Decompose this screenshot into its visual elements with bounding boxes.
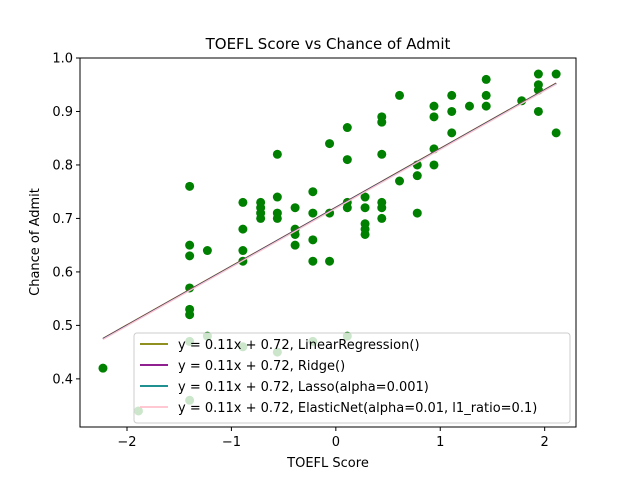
data-point (342, 123, 352, 133)
data-point (238, 224, 248, 234)
data-point (360, 192, 370, 202)
x-tick-label: 1 (436, 435, 444, 450)
data-point (256, 213, 266, 223)
data-point (551, 69, 561, 79)
y-tick-label: 0.6 (52, 265, 73, 280)
y-tick-label: 0.9 (52, 105, 73, 120)
regression-line (102, 83, 557, 341)
legend-entry: y = 0.11x + 0.72, LinearRegression() (178, 338, 420, 353)
y-tick-label: 0.8 (52, 158, 73, 173)
data-point (533, 106, 543, 116)
data-point (325, 256, 335, 266)
data-point (447, 106, 457, 116)
data-point (238, 246, 248, 256)
data-point (481, 90, 491, 100)
data-point (308, 256, 318, 266)
x-tick-label: 0 (332, 435, 340, 450)
data-point (342, 203, 352, 213)
data-point (447, 128, 457, 138)
data-point (395, 176, 405, 186)
y-tick-label: 0.5 (52, 319, 73, 334)
legend-entry: y = 0.11x + 0.72, ElasticNet(alpha=0.01,… (178, 401, 537, 416)
data-point (429, 112, 439, 122)
data-point (481, 101, 491, 111)
data-point (185, 310, 195, 320)
data-point (290, 203, 300, 213)
data-point (377, 213, 387, 223)
legend: y = 0.11x + 0.72, LinearRegression() y = … (133, 332, 571, 424)
chart-title: TOEFL Score vs Chance of Admit (205, 35, 451, 53)
data-point (447, 90, 457, 100)
x-tick-label: −2 (117, 435, 136, 450)
data-point (429, 101, 439, 111)
data-point (395, 90, 405, 100)
data-point (185, 181, 195, 191)
data-point (429, 160, 439, 170)
data-point (360, 229, 370, 239)
plot-frame (79, 57, 577, 428)
data-point (272, 192, 282, 202)
data-point (272, 213, 282, 223)
axis-ticks: −2 −1 0 1 2 0.4 0.5 0.6 0.7 0.8 0.9 1.0 (52, 52, 549, 451)
data-point (202, 246, 212, 256)
data-point (98, 363, 108, 373)
data-point (185, 251, 195, 261)
data-point (185, 240, 195, 250)
y-tick-label: 1.0 (52, 52, 73, 67)
data-point (412, 171, 422, 181)
legend-entry: y = 0.11x + 0.72, Lasso(alpha=0.001) (178, 380, 429, 395)
data-point (377, 149, 387, 159)
x-tick-label: 2 (541, 435, 549, 450)
data-point (464, 101, 474, 111)
data-point (238, 197, 248, 207)
legend-box (133, 332, 571, 424)
data-point (551, 128, 561, 138)
data-point (325, 139, 335, 149)
data-point (360, 203, 370, 213)
data-point (377, 117, 387, 127)
y-tick-label: 0.4 (52, 372, 73, 387)
data-point (342, 155, 352, 165)
regression-lines (102, 82, 557, 341)
data-point (308, 235, 318, 245)
data-point (290, 240, 300, 250)
data-point (272, 149, 282, 159)
data-point (533, 69, 543, 79)
y-axis-label: Chance of Admit (28, 188, 43, 296)
data-point (377, 203, 387, 213)
data-point (481, 74, 491, 84)
data-point (412, 208, 422, 218)
x-axis-label: TOEFL Score (286, 456, 369, 471)
data-point (308, 187, 318, 197)
data-point (308, 208, 318, 218)
x-tick-label: −1 (222, 435, 241, 450)
y-tick-label: 0.7 (52, 212, 73, 227)
legend-entry: y = 0.11x + 0.72, Ridge() (178, 359, 345, 374)
